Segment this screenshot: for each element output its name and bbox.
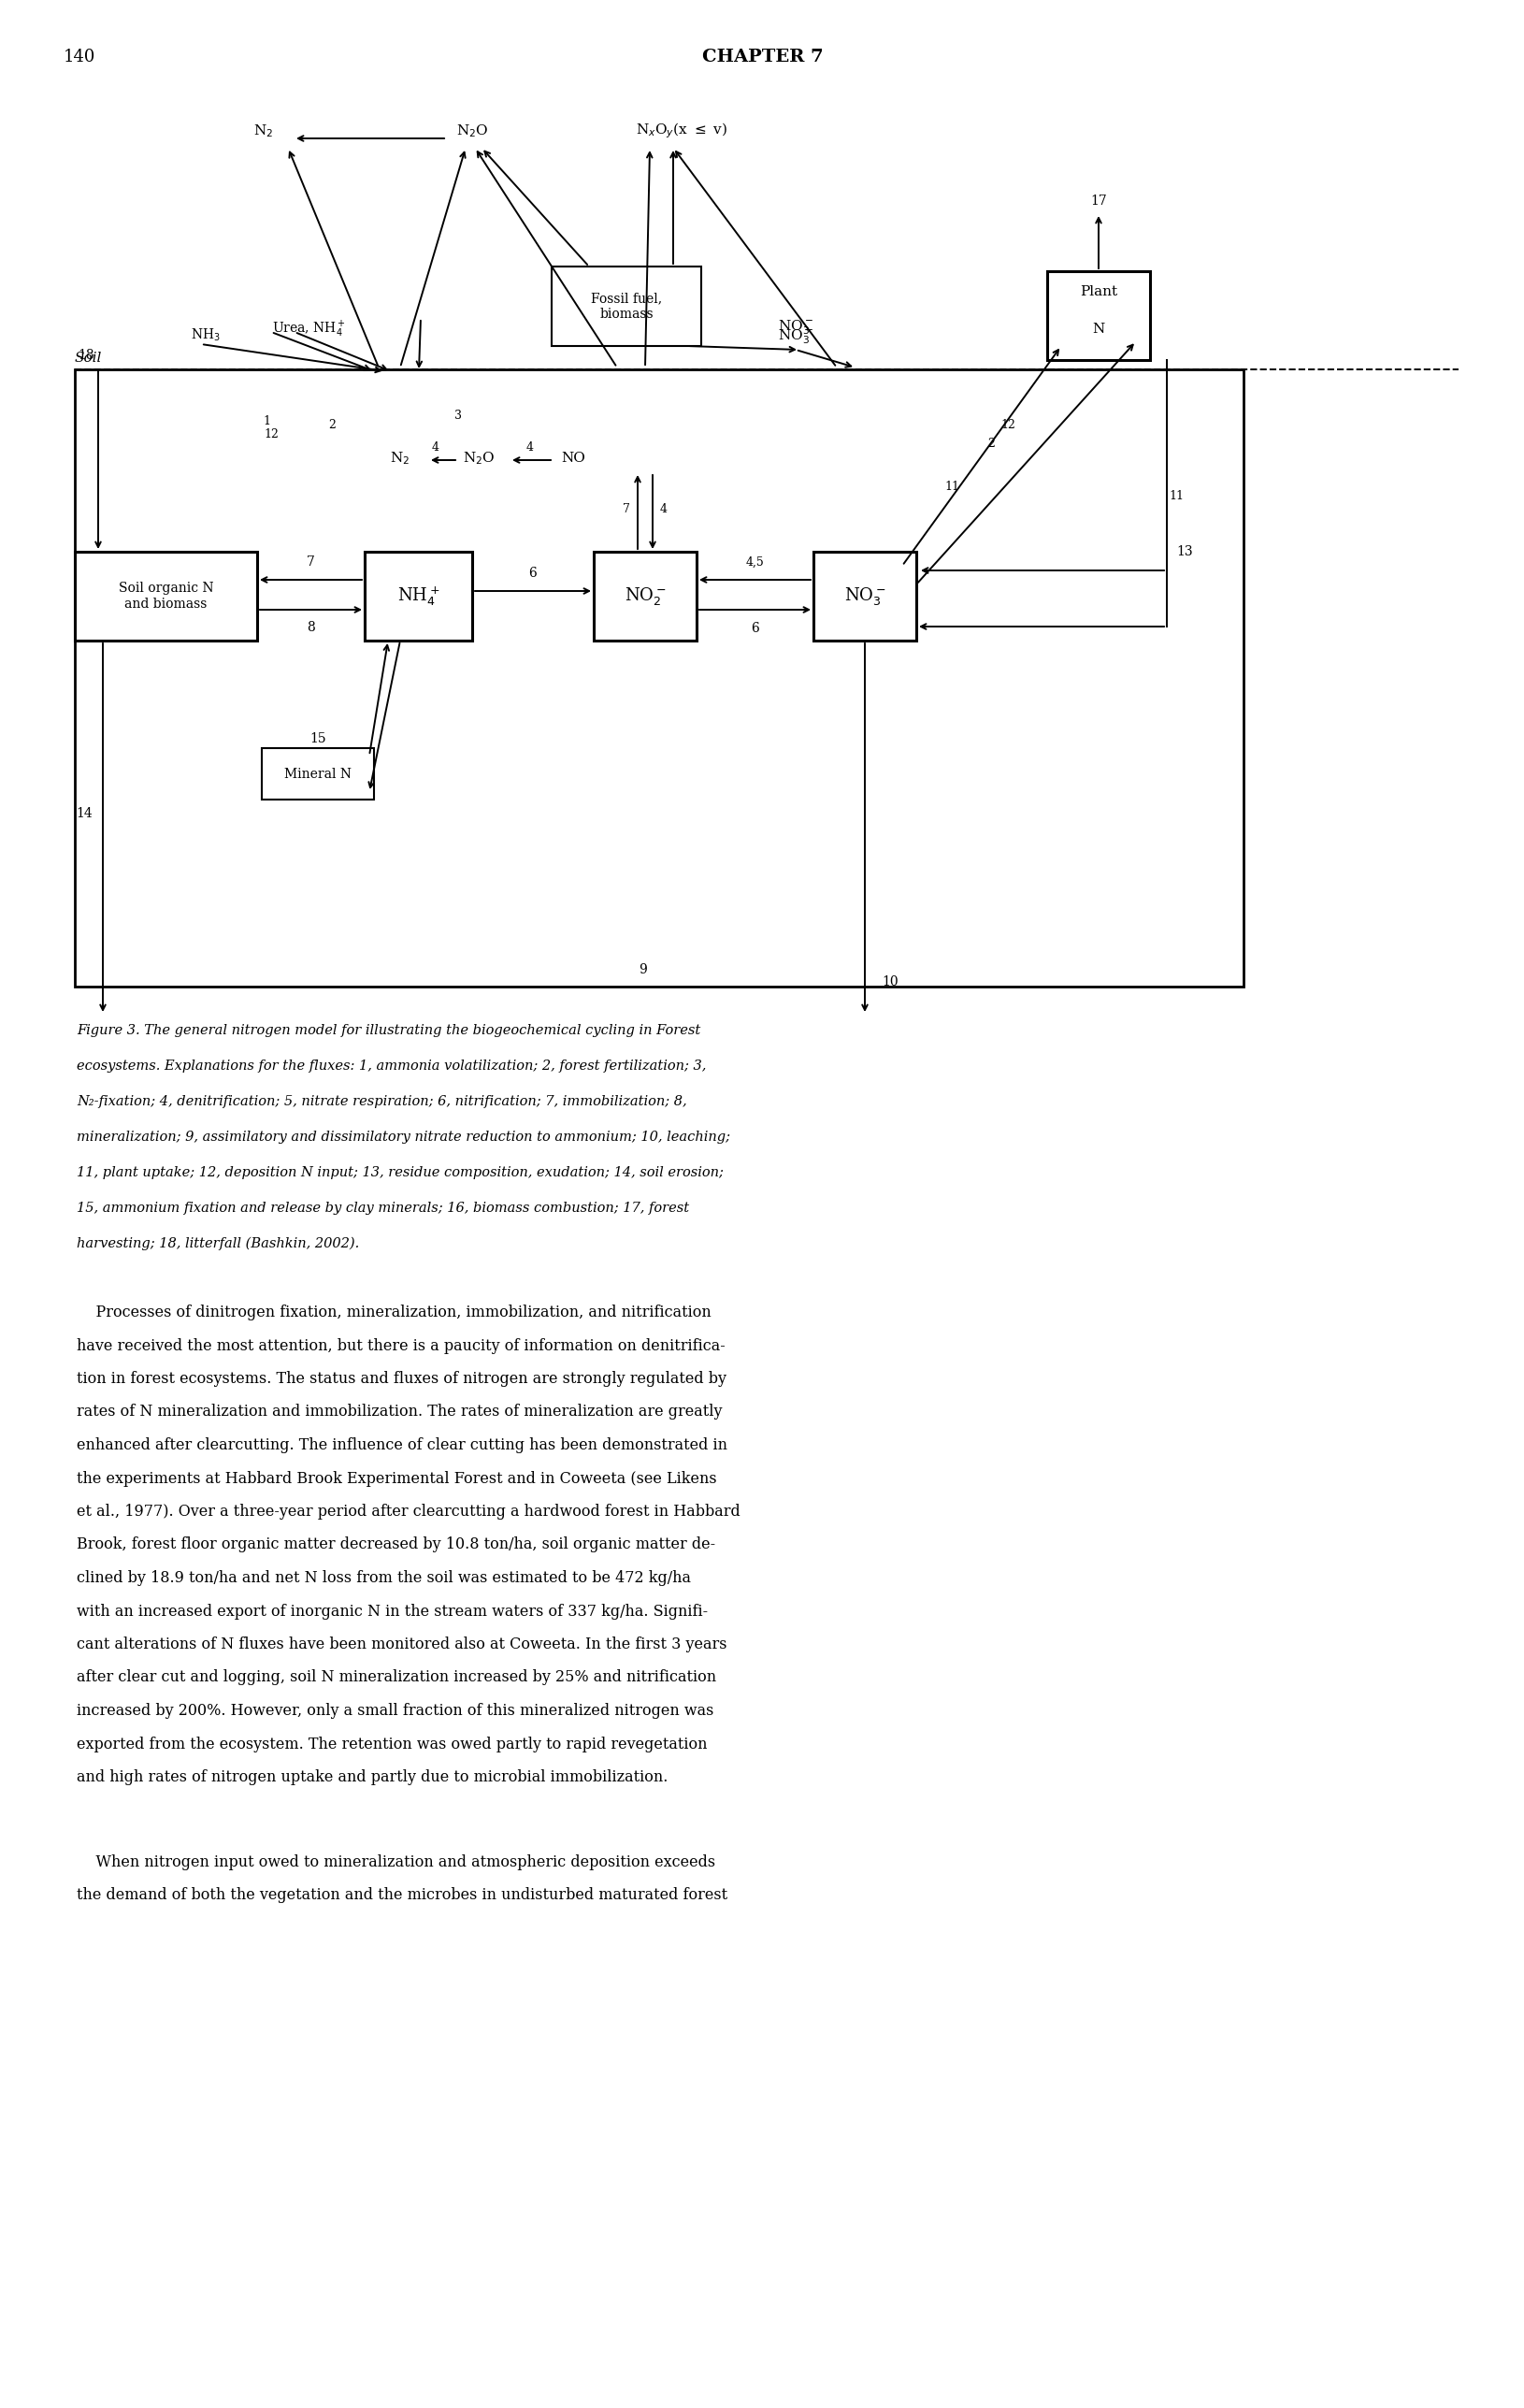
Text: CHAPTER 7: CHAPTER 7 xyxy=(701,48,823,65)
Text: rates of N mineralization and immobilization. The rates of mineralization are gr: rates of N mineralization and immobiliza… xyxy=(76,1404,722,1421)
Text: increased by 200%. However, only a small fraction of this mineralized nitrogen w: increased by 200%. However, only a small… xyxy=(76,1702,713,1719)
Text: NH$_4^+$: NH$_4^+$ xyxy=(396,585,439,607)
Text: N$_2$: N$_2$ xyxy=(390,450,410,467)
Text: after clear cut and logging, soil N mineralization increased by 25% and nitrific: after clear cut and logging, soil N mine… xyxy=(76,1669,716,1686)
Text: the demand of both the vegetation and the microbes in undisturbed maturated fore: the demand of both the vegetation and th… xyxy=(76,1888,727,1902)
Text: Brook, forest floor organic matter decreased by 10.8 ton/ha, soil organic matter: Brook, forest floor organic matter decre… xyxy=(76,1536,715,1553)
Text: Figure 3. The general nitrogen model for illustrating the biogeochemical cycling: Figure 3. The general nitrogen model for… xyxy=(76,1023,700,1038)
Text: N$_2$: N$_2$ xyxy=(253,123,273,140)
Text: 3: 3 xyxy=(454,409,462,421)
Text: 12: 12 xyxy=(264,429,279,441)
Text: N: N xyxy=(1091,323,1103,335)
FancyBboxPatch shape xyxy=(75,551,258,641)
Text: enhanced after clearcutting. The influence of clear cutting has been demonstrate: enhanced after clearcutting. The influen… xyxy=(76,1438,727,1452)
Text: 2: 2 xyxy=(986,438,994,450)
Text: 10: 10 xyxy=(881,975,898,987)
Text: tion in forest ecosystems. The status and fluxes of nitrogen are strongly regula: tion in forest ecosystems. The status an… xyxy=(76,1370,725,1387)
Text: have received the most attention, but there is a paucity of information on denit: have received the most attention, but th… xyxy=(76,1339,725,1353)
Text: Soil organic N
and biomass: Soil organic N and biomass xyxy=(119,583,213,609)
Text: 8: 8 xyxy=(306,621,315,633)
Text: mineralization; 9, assimilatory and dissimilatory nitrate reduction to ammonium;: mineralization; 9, assimilatory and diss… xyxy=(76,1132,730,1144)
Text: with an increased export of inorganic N in the stream waters of 337 kg/ha. Signi: with an increased export of inorganic N … xyxy=(76,1604,707,1618)
Text: N$_x$O$_y$(x $\leq$ v): N$_x$O$_y$(x $\leq$ v) xyxy=(636,120,727,140)
Text: 4: 4 xyxy=(660,503,668,515)
Text: N₂-fixation; 4, denitrification; 5, nitrate respiration; 6, nitrification; 7, im: N₂-fixation; 4, denitrification; 5, nitr… xyxy=(76,1096,686,1108)
Text: 18: 18 xyxy=(78,349,94,361)
Text: harvesting; 18, litterfall (Bashkin, 2002).: harvesting; 18, litterfall (Bashkin, 200… xyxy=(76,1238,360,1250)
Text: 7: 7 xyxy=(622,503,629,515)
Text: 15: 15 xyxy=(309,732,326,746)
Text: Plant: Plant xyxy=(1079,284,1117,299)
FancyBboxPatch shape xyxy=(593,551,696,641)
Text: 15, ammonium fixation and release by clay minerals; 16, biomass combustion; 17, : 15, ammonium fixation and release by cla… xyxy=(76,1202,689,1214)
Text: 11, plant uptake; 12, deposition N input; 13, residue composition, exudation; 14: 11, plant uptake; 12, deposition N input… xyxy=(76,1165,722,1180)
Text: 4: 4 xyxy=(431,441,439,453)
Text: Fossil fuel,
biomass: Fossil fuel, biomass xyxy=(590,291,661,320)
Text: 13: 13 xyxy=(1175,544,1192,559)
Text: 11: 11 xyxy=(943,479,959,491)
Text: Soil: Soil xyxy=(75,352,102,364)
Text: 6: 6 xyxy=(750,621,759,636)
Text: N$_2$O: N$_2$O xyxy=(456,123,488,140)
Text: Processes of dinitrogen fixation, mineralization, immobilization, and nitrificat: Processes of dinitrogen fixation, minera… xyxy=(76,1305,710,1320)
FancyBboxPatch shape xyxy=(364,551,472,641)
Text: When nitrogen input owed to mineralization and atmospheric deposition exceeds: When nitrogen input owed to mineralizati… xyxy=(76,1854,715,1871)
Text: 2: 2 xyxy=(328,419,335,431)
Text: 12: 12 xyxy=(1000,419,1015,431)
Text: NO$_3^-$: NO$_3^-$ xyxy=(777,327,812,347)
Text: 140: 140 xyxy=(64,48,96,65)
FancyBboxPatch shape xyxy=(1047,272,1149,361)
Text: 7: 7 xyxy=(306,556,315,568)
Text: NO$_3^-$: NO$_3^-$ xyxy=(777,318,812,337)
FancyBboxPatch shape xyxy=(552,267,701,347)
Text: et al., 1977). Over a three-year period after clearcutting a hardwood forest in : et al., 1977). Over a three-year period … xyxy=(76,1503,739,1519)
Text: NO: NO xyxy=(561,453,585,465)
Text: NO$_2^-$: NO$_2^-$ xyxy=(623,585,666,607)
Text: cant alterations of N fluxes have been monitored also at Coweeta. In the first 3: cant alterations of N fluxes have been m… xyxy=(76,1637,727,1652)
Text: 17: 17 xyxy=(1090,195,1106,207)
Text: Urea, NH$_4^+$: Urea, NH$_4^+$ xyxy=(271,320,346,340)
FancyBboxPatch shape xyxy=(262,749,373,799)
Text: exported from the ecosystem. The retention was owed partly to rapid revegetation: exported from the ecosystem. The retenti… xyxy=(76,1736,707,1753)
Text: 14: 14 xyxy=(76,807,93,821)
Text: 11: 11 xyxy=(1167,489,1183,501)
Text: 1: 1 xyxy=(262,414,270,426)
Text: the experiments at Habbard Brook Experimental Forest and in Coweeta (see Likens: the experiments at Habbard Brook Experim… xyxy=(76,1471,716,1486)
Text: and high rates of nitrogen uptake and partly due to microbial immobilization.: and high rates of nitrogen uptake and pa… xyxy=(76,1770,668,1784)
Text: 6: 6 xyxy=(529,566,536,580)
Text: Mineral N: Mineral N xyxy=(283,768,352,780)
Text: NO$_3^-$: NO$_3^-$ xyxy=(844,585,885,607)
Text: N$_2$O: N$_2$O xyxy=(462,450,495,467)
FancyBboxPatch shape xyxy=(812,551,916,641)
Text: 9: 9 xyxy=(639,963,646,975)
Text: 4,5: 4,5 xyxy=(745,556,764,568)
Text: 4: 4 xyxy=(526,441,533,453)
Text: ecosystems. Explanations for the fluxes: 1, ammonia volatilization; 2, forest fe: ecosystems. Explanations for the fluxes:… xyxy=(76,1060,706,1072)
Text: NH$_3$: NH$_3$ xyxy=(190,327,221,342)
Text: clined by 18.9 ton/ha and net N loss from the soil was estimated to be 472 kg/ha: clined by 18.9 ton/ha and net N loss fro… xyxy=(76,1570,690,1587)
